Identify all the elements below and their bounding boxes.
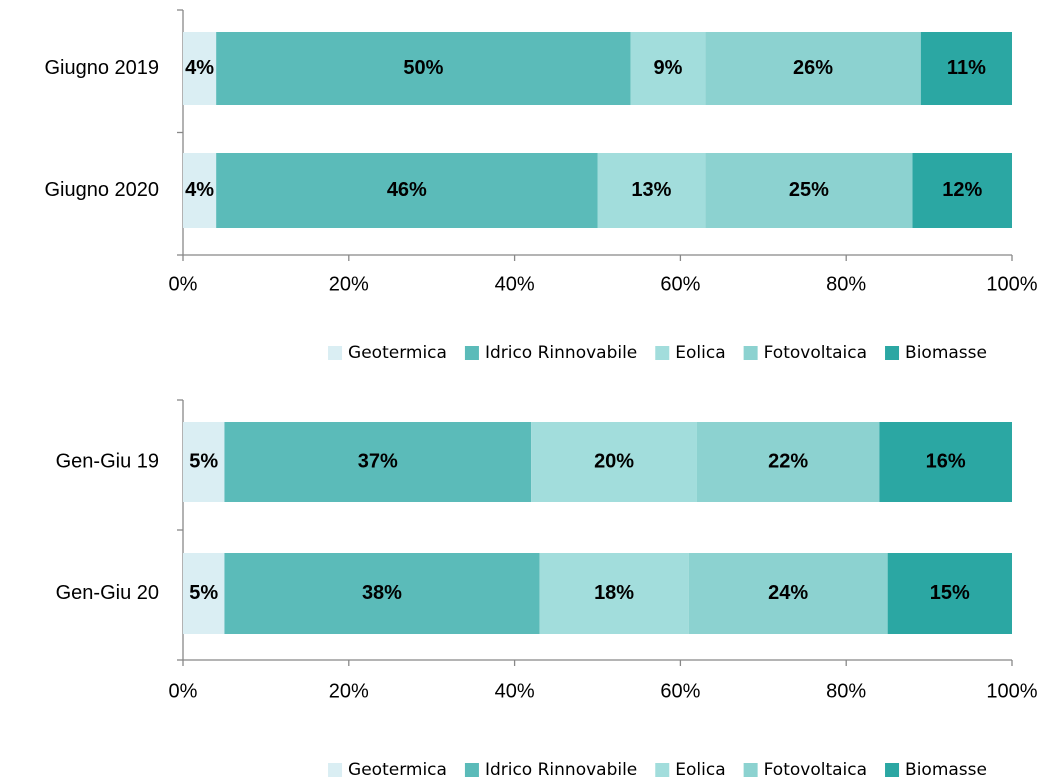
- bar-segment: [920, 32, 1012, 105]
- bar-segment: [224, 553, 540, 634]
- value-label: 37%: [358, 450, 398, 472]
- bar-segment: [183, 422, 225, 502]
- legend-swatch: [464, 346, 479, 360]
- legend-label: Eolica: [675, 760, 725, 780]
- bar-segment: [597, 153, 706, 228]
- legend-swatch: [655, 346, 670, 360]
- bar-segment: [696, 422, 880, 502]
- value-label: 46%: [387, 179, 427, 201]
- legend-label: Biomasse: [905, 343, 987, 363]
- x-tick-label: 100%: [986, 273, 1037, 295]
- legend-label: Eolica: [675, 343, 725, 363]
- value-label: 26%: [793, 57, 833, 79]
- value-label: 4%: [185, 179, 214, 201]
- value-label: 13%: [631, 179, 671, 201]
- x-tick-label: 80%: [826, 680, 866, 702]
- legend-label: Idrico Rinnovabile: [485, 343, 637, 363]
- x-tick-label: 60%: [660, 680, 700, 702]
- legend-label: Idrico Rinnovabile: [485, 760, 637, 780]
- value-label: 9%: [654, 57, 683, 79]
- x-tick-label: 40%: [495, 273, 535, 295]
- bar-segment: [879, 422, 1012, 502]
- x-tick-label: 20%: [329, 680, 369, 702]
- value-label: 11%: [947, 57, 986, 79]
- bar-segment: [216, 153, 598, 228]
- category-label: Gen-Giu 19: [56, 450, 159, 472]
- bar-segment: [705, 32, 921, 105]
- legend-label: Geotermica: [348, 343, 447, 363]
- category-label: Giugno 2019: [44, 57, 159, 79]
- legend-swatch: [885, 346, 900, 360]
- bar-segment: [183, 32, 217, 105]
- legend-swatch: [655, 763, 670, 777]
- legend-label: Fotovoltaica: [764, 343, 867, 363]
- legend-swatch: [743, 346, 758, 360]
- x-tick-label: 40%: [495, 680, 535, 702]
- x-tick-label: 20%: [329, 273, 369, 295]
- bar-segment: [688, 553, 888, 634]
- legend-swatch: [464, 763, 479, 777]
- value-label: 5%: [189, 450, 218, 472]
- legend-swatch: [328, 346, 343, 360]
- bar-segment: [539, 553, 689, 634]
- value-label: 5%: [189, 582, 218, 604]
- value-label: 12%: [942, 179, 982, 201]
- legend-label: Geotermica: [348, 760, 447, 780]
- x-tick-label: 80%: [826, 273, 866, 295]
- value-label: 24%: [768, 582, 808, 604]
- value-label: 50%: [403, 57, 443, 79]
- bar-segment: [887, 553, 1012, 634]
- value-label: 38%: [362, 582, 402, 604]
- bar-segment: [224, 422, 532, 502]
- value-label: 22%: [768, 450, 808, 472]
- bar-segment: [183, 553, 225, 634]
- value-label: 4%: [185, 57, 214, 79]
- bar-segment: [531, 422, 697, 502]
- x-tick-label: 60%: [660, 273, 700, 295]
- bar-segment: [216, 32, 631, 105]
- value-label: 25%: [789, 179, 829, 201]
- value-label: 16%: [926, 450, 966, 472]
- value-label: 15%: [930, 582, 970, 604]
- x-tick-label: 100%: [986, 680, 1037, 702]
- legend-label: Fotovoltaica: [764, 760, 867, 780]
- x-tick-label: 0%: [169, 680, 198, 702]
- bar-segment: [183, 153, 217, 228]
- legend-swatch: [743, 763, 758, 777]
- legend-label: Biomasse: [905, 760, 987, 780]
- value-label: 18%: [594, 582, 634, 604]
- category-label: Giugno 2020: [44, 179, 159, 201]
- x-tick-label: 0%: [169, 273, 198, 295]
- bar-segment: [912, 153, 1012, 228]
- bar-segment: [630, 32, 706, 105]
- value-label: 20%: [594, 450, 634, 472]
- category-label: Gen-Giu 20: [56, 582, 159, 604]
- legend-swatch: [328, 763, 343, 777]
- bar-segment: [705, 153, 913, 228]
- legend-swatch: [885, 763, 900, 777]
